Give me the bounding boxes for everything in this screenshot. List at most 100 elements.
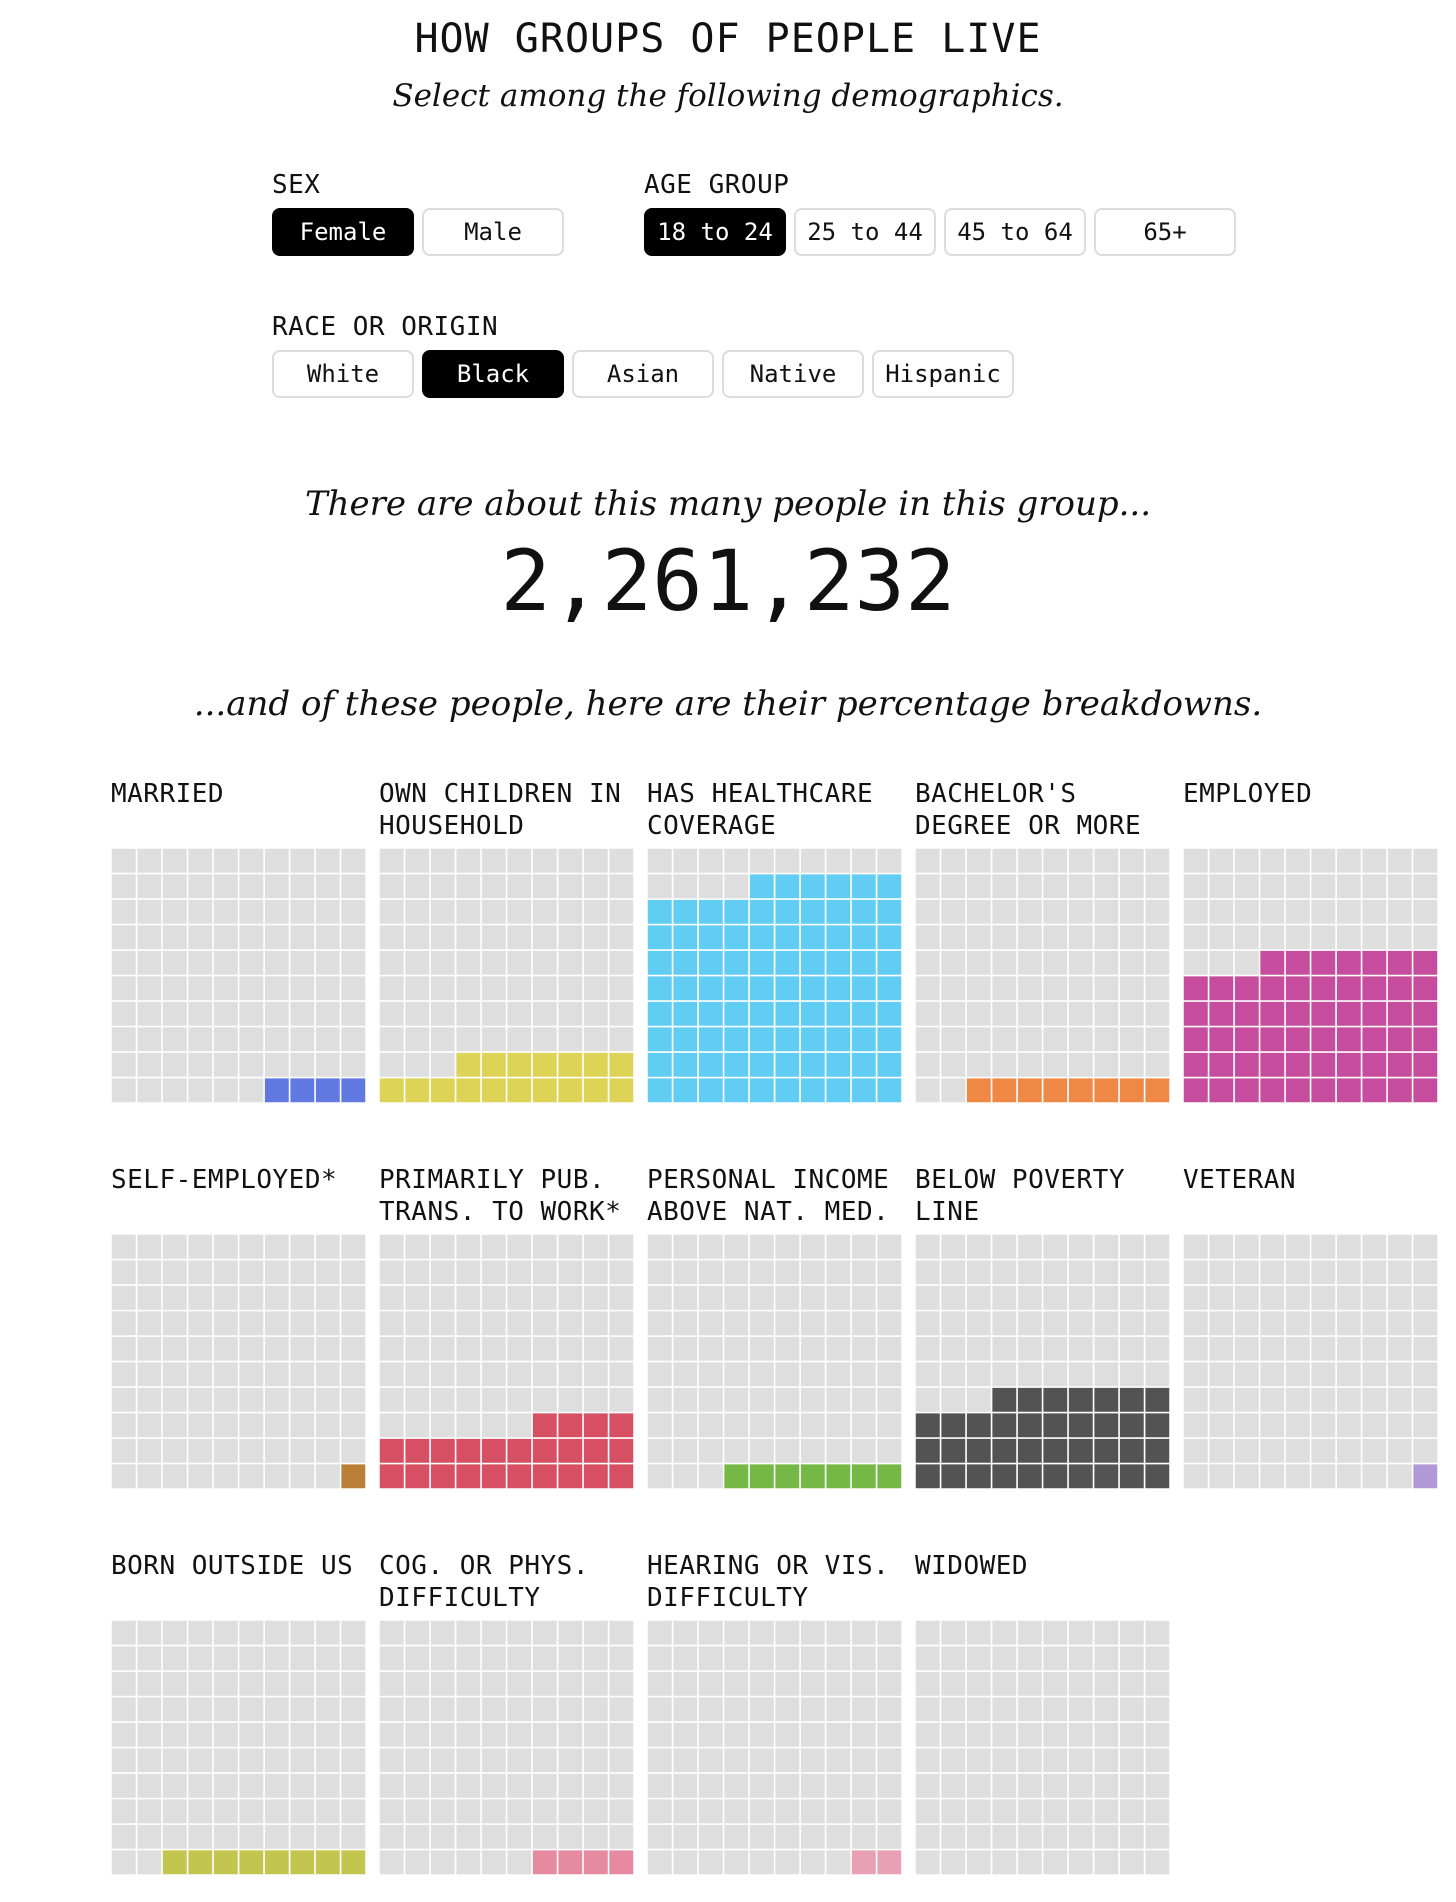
waffle-cell-empty [748, 1284, 776, 1312]
waffle-cell-empty [212, 1386, 240, 1414]
waffle-cell-empty [799, 1721, 827, 1749]
race-option-asian[interactable]: Asian [572, 350, 714, 398]
waffle-cell-empty [135, 1695, 163, 1723]
waffle-cell-empty [161, 1797, 189, 1825]
waffle-cell-empty [111, 1644, 138, 1672]
waffle-cell-empty [1233, 1386, 1261, 1414]
waffle-cell-empty [1284, 848, 1312, 875]
waffle-cell-empty [161, 974, 189, 1002]
waffle-cell-empty [582, 1695, 610, 1723]
waffle-cell-empty [135, 1437, 163, 1465]
waffle-svg [111, 1234, 366, 1489]
waffle-cell-filled [748, 923, 776, 951]
waffle-cell-filled [824, 1025, 852, 1053]
waffle-cell-empty [237, 1411, 265, 1439]
race-option-native[interactable]: Native [722, 350, 864, 398]
waffle-cell-filled [1284, 949, 1312, 977]
age-option-25-44[interactable]: 25 to 44 [794, 208, 936, 256]
waffle-cell-empty [1016, 1721, 1044, 1749]
waffle-cell-empty [1092, 1258, 1120, 1286]
waffle-cell-empty [314, 1234, 342, 1261]
waffle-cell-empty [647, 872, 674, 900]
waffle-cell-filled [748, 872, 776, 900]
waffle-cell-empty [799, 1644, 827, 1672]
waffle-cell-empty [1143, 1025, 1170, 1053]
waffle-cell-empty [965, 1746, 993, 1774]
waffle-cell-empty [1183, 1411, 1210, 1439]
waffle-cell-filled [773, 974, 801, 1002]
waffle-cell-empty [288, 1360, 316, 1388]
waffle-cell-filled [339, 1076, 366, 1103]
waffle-cell-empty [582, 1386, 610, 1414]
waffle-cell-filled [875, 1076, 902, 1103]
waffle-cell-empty [379, 923, 406, 951]
waffle-cell-empty [454, 1335, 482, 1363]
waffle-cell-filled [505, 1051, 533, 1079]
waffle-cell-empty [697, 1284, 725, 1312]
waffle-cell-filled [237, 1848, 265, 1875]
waffle-cell-empty [722, 1772, 750, 1800]
waffle-cell-empty [135, 1721, 163, 1749]
waffle-cell-empty [556, 1695, 584, 1723]
age-option-45-64[interactable]: 45 to 64 [944, 208, 1086, 256]
waffle-cell-filled [161, 1848, 189, 1875]
waffle-cell-empty [186, 1695, 214, 1723]
waffle-cell-empty [965, 1025, 993, 1053]
waffle-cell-filled [875, 872, 902, 900]
panel-title: SELF-EMPLOYED* [111, 1165, 338, 1195]
waffle-cell-empty [1183, 898, 1210, 926]
waffle-cell-empty [1143, 848, 1170, 875]
waffle-cell-empty [212, 923, 240, 951]
waffle-cell-empty [722, 1411, 750, 1439]
waffle-cell-empty [1258, 848, 1286, 875]
waffle-cell-empty [454, 1025, 482, 1053]
race-option-white[interactable]: White [272, 350, 414, 398]
waffle-cell-empty [1041, 1644, 1069, 1672]
waffle-cell-empty [288, 1462, 316, 1489]
waffle-cell-filled [773, 1025, 801, 1053]
waffle-cell-empty [990, 1644, 1018, 1672]
waffle-cell-empty [697, 1746, 725, 1774]
waffle-widowed [915, 1620, 1170, 1875]
waffle-cell-empty [263, 1772, 291, 1800]
waffle-cell-empty [531, 1721, 559, 1749]
waffle-cell-empty [1016, 1309, 1044, 1337]
age-option-65-plus[interactable]: 65+ [1094, 208, 1236, 256]
waffle-cell-empty [314, 1051, 342, 1079]
waffle-cell-empty [1335, 1437, 1363, 1465]
waffle-cell-empty [1092, 848, 1120, 875]
waffle-cell-empty [454, 1309, 482, 1337]
waffle-cell-empty [531, 1620, 559, 1647]
waffle-cell-empty [339, 1309, 366, 1337]
waffle-cell-empty [480, 1258, 508, 1286]
waffle-healthcare [647, 848, 902, 1103]
waffle-cell-empty [965, 1772, 993, 1800]
waffle-cell-filled [531, 1848, 559, 1875]
waffle-cell-filled [1183, 1025, 1210, 1053]
waffle-cell-filled [1067, 1462, 1095, 1489]
waffle-cell-empty [161, 949, 189, 977]
waffle-cell-empty [990, 1695, 1018, 1723]
waffle-cell-filled [1143, 1386, 1170, 1414]
waffle-cell-empty [237, 898, 265, 926]
waffle-cell-empty [939, 1386, 967, 1414]
waffle-cell-empty [186, 1051, 214, 1079]
waffle-cell-empty [1041, 1309, 1069, 1337]
waffle-cell-filled [824, 923, 852, 951]
waffle-cell-filled [531, 1437, 559, 1465]
waffle-cell-empty [1183, 1309, 1210, 1337]
age-option-18-24[interactable]: 18 to 24 [644, 208, 786, 256]
sex-option-male[interactable]: Male [422, 208, 564, 256]
waffle-cell-empty [314, 848, 342, 875]
waffle-cell-empty [314, 1284, 342, 1312]
waffle-cell-filled [824, 872, 852, 900]
waffle-cell-filled [671, 898, 699, 926]
race-option-hispanic[interactable]: Hispanic [872, 350, 1014, 398]
waffle-cell-empty [1309, 1234, 1337, 1261]
waffle-cell-empty [915, 1000, 942, 1028]
waffle-cell-empty [939, 1746, 967, 1774]
race-option-black[interactable]: Black [422, 350, 564, 398]
sex-option-female[interactable]: Female [272, 208, 414, 256]
waffle-cell-empty [875, 1746, 902, 1774]
waffle-cell-empty [505, 1335, 533, 1363]
